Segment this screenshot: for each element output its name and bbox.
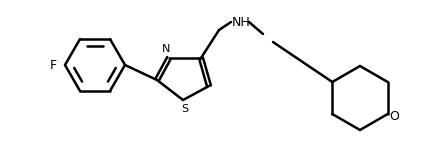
Text: NH: NH — [232, 16, 251, 28]
Text: O: O — [389, 109, 399, 123]
Text: N: N — [162, 44, 170, 54]
Text: S: S — [181, 104, 188, 114]
Text: F: F — [50, 59, 57, 72]
